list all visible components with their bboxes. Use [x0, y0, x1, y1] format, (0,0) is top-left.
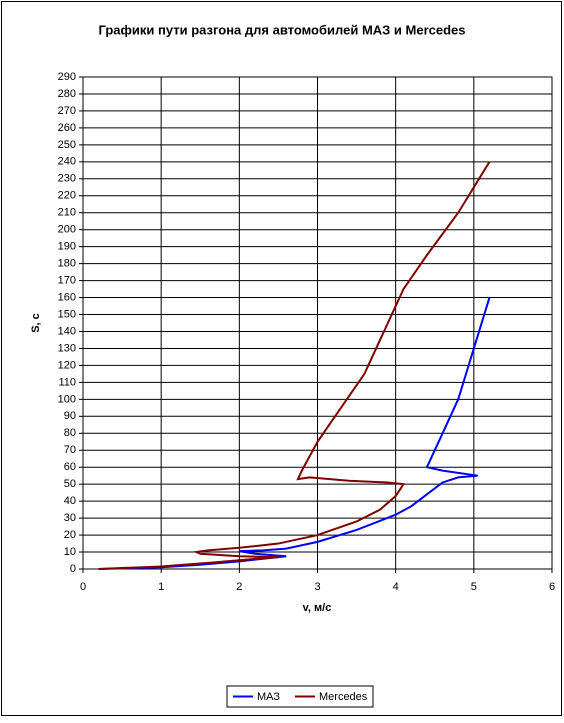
x-tick-label: 5 — [471, 581, 477, 593]
y-tick-label: 90 — [64, 410, 76, 422]
y-tick-label: 220 — [58, 190, 76, 202]
x-tick-label: 1 — [158, 581, 164, 593]
y-tick-label: 280 — [58, 88, 76, 100]
chart-title: Графики пути разгона для автомобилей МАЗ… — [98, 22, 465, 37]
y-tick-label: 10 — [64, 546, 76, 558]
legend-label: Mercedes — [319, 691, 368, 703]
y-tick-label: 270 — [58, 105, 76, 117]
y-tick-label: 0 — [70, 563, 76, 575]
y-axis-title: S, c — [30, 313, 42, 333]
y-tick-label: 70 — [64, 444, 76, 456]
legend-label: МАЗ — [257, 691, 280, 703]
y-tick-label: 50 — [64, 478, 76, 490]
y-tick-label: 150 — [58, 308, 76, 320]
y-tick-label: 80 — [64, 427, 76, 439]
x-axis-title: v, м/с — [303, 602, 332, 614]
y-tick-label: 240 — [58, 156, 76, 168]
y-tick-label: 160 — [58, 291, 76, 303]
x-tick-label: 0 — [80, 581, 86, 593]
y-tick-label: 120 — [58, 359, 76, 371]
y-tick-label: 20 — [64, 529, 76, 541]
x-tick-label: 2 — [236, 581, 242, 593]
y-tick-label: 60 — [64, 461, 76, 473]
series-line — [98, 161, 491, 570]
y-tick-label: 250 — [58, 139, 76, 151]
y-tick-label: 30 — [64, 512, 76, 524]
y-tick-label: 290 — [58, 71, 76, 83]
y-tick-label: 140 — [58, 325, 76, 337]
plot-border — [82, 76, 553, 570]
y-tick-label: 170 — [58, 274, 76, 286]
y-tick-label: 130 — [58, 342, 76, 354]
y-tick-label: 260 — [58, 122, 76, 134]
x-tick-label: 4 — [393, 581, 399, 593]
y-tick-label: 230 — [58, 173, 76, 185]
y-tick-label: 200 — [58, 224, 76, 236]
y-tick-label: 110 — [58, 376, 76, 388]
x-tick-label: 6 — [549, 581, 555, 593]
y-tick-label: 100 — [58, 393, 76, 405]
y-tick-label: 210 — [58, 207, 76, 219]
y-tick-label: 190 — [58, 241, 76, 253]
y-tick-label: 40 — [64, 495, 76, 507]
x-tick-label: 3 — [314, 581, 320, 593]
y-tick-label: 180 — [58, 258, 76, 270]
